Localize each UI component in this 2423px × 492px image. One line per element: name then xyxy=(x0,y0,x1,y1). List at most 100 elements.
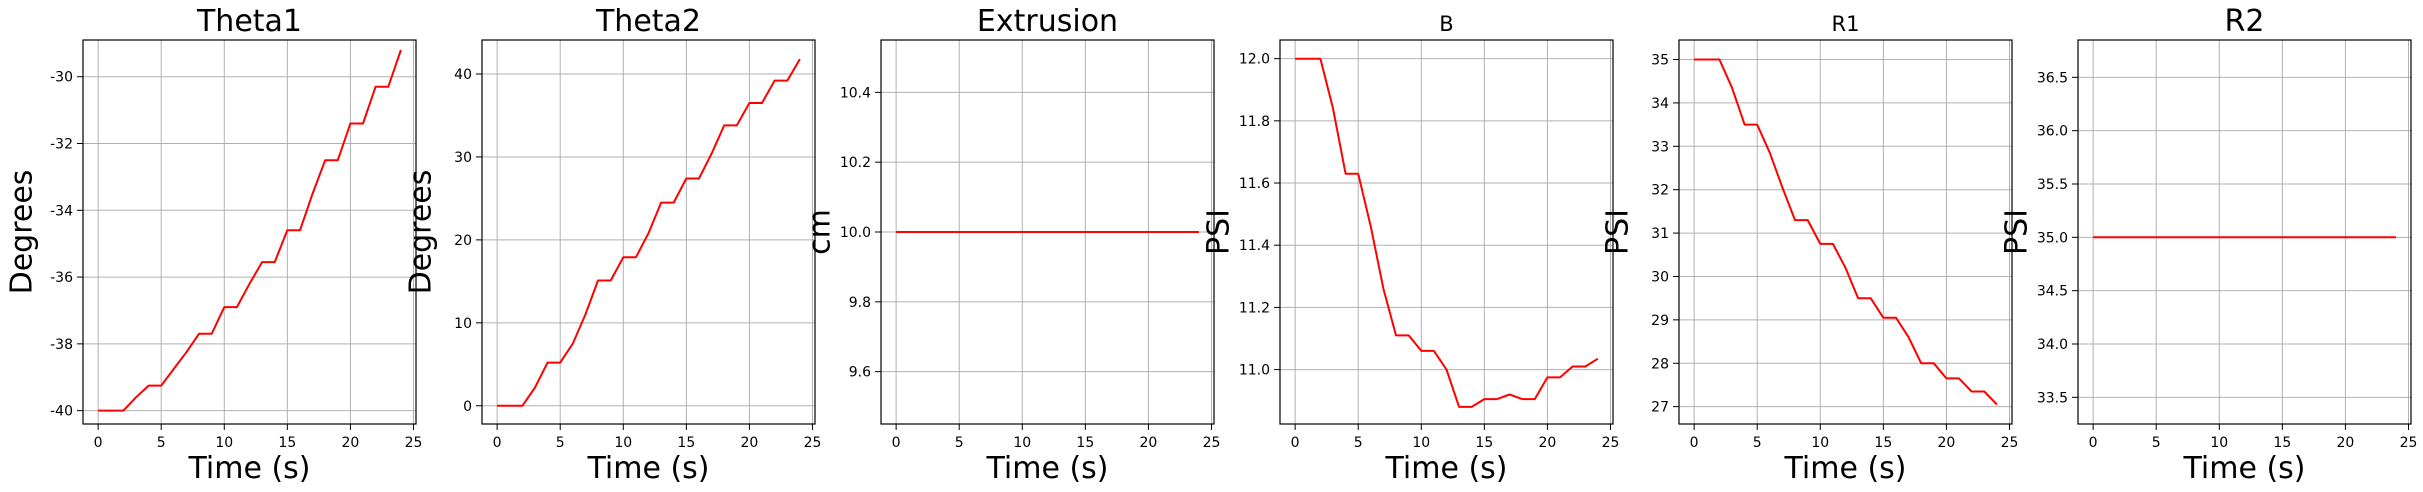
y-axis-label: PSI xyxy=(1601,209,1636,255)
axes-frame xyxy=(2077,39,2412,425)
x-tick-label: 15 xyxy=(1874,435,1892,451)
x-tick-label: 10 xyxy=(1013,435,1031,451)
y-tick-label: 34.5 xyxy=(2037,284,2068,300)
y-axis-label: Degrees xyxy=(404,170,439,295)
x-tick-label: 25 xyxy=(804,435,822,451)
y-tick-label: 30 xyxy=(454,150,472,166)
subplot-5: 0 5 10 15 20 25 27 28 29 30 31 32 33 34 35 R1 Time (s) PS… xyxy=(1601,12,2019,486)
subplot-6: 0 5 10 15 20 25 33.5 34.0 34.5 35.0 35.5 36.0 36.5 R2… xyxy=(2000,4,2418,486)
y-tick-label: 33.5 xyxy=(2037,390,2068,406)
y-tick-label: 32 xyxy=(1651,183,1669,199)
subplot-2: 0 5 10 15 20 25 0 10 20 30 40 Theta2 Time (s) Degrees xyxy=(404,4,822,486)
x-tick-label: 25 xyxy=(1203,435,1221,451)
x-tick-label: 5 xyxy=(157,435,166,451)
y-tick-label: 35.5 xyxy=(2037,177,2068,193)
y-tick-label: 11.8 xyxy=(1239,114,1270,130)
x-tick-label: 25 xyxy=(1602,435,1620,451)
x-tick-label: 0 xyxy=(1291,435,1300,451)
x-tick-label: 5 xyxy=(2152,435,2161,451)
y-tick-label: 10.0 xyxy=(840,225,871,241)
y-axis-label: PSI xyxy=(2000,209,2035,255)
x-tick-label: 5 xyxy=(1354,435,1363,451)
chart-title: Extrusion xyxy=(977,4,1118,39)
y-tick-label: 33 xyxy=(1651,139,1669,155)
x-tick-label: 0 xyxy=(1690,435,1699,451)
x-axis-label: Time (s) xyxy=(1784,451,1907,486)
axes-frame xyxy=(880,39,1215,425)
y-tick-label: 11.2 xyxy=(1239,300,1270,316)
x-axis-label: Time (s) xyxy=(1385,451,1508,486)
y-tick-label: -30 xyxy=(50,70,73,86)
x-tick-label: 20 xyxy=(2336,435,2354,451)
x-tick-label: 15 xyxy=(1475,435,1493,451)
x-tick-label: 20 xyxy=(1937,435,1955,451)
y-tick-label: 36.0 xyxy=(2037,124,2068,140)
axes-frame xyxy=(1678,39,2013,425)
y-tick-label: 0 xyxy=(463,399,472,415)
y-tick-label: 11.6 xyxy=(1239,176,1270,192)
x-tick-label: 10 xyxy=(614,435,632,451)
y-tick-label: 10 xyxy=(454,316,472,332)
y-tick-label: 34.0 xyxy=(2037,337,2068,353)
x-axis-label: Time (s) xyxy=(587,451,710,486)
subplot-3: 0 5 10 15 20 25 9.6 9.8 10.0 10.2 10.4 Extrusion Tim… xyxy=(803,4,1221,486)
x-tick-label: 10 xyxy=(1811,435,1829,451)
y-tick-label: -40 xyxy=(50,404,73,420)
chart-title: B xyxy=(1439,12,1453,36)
y-tick-label: -32 xyxy=(50,137,73,153)
y-tick-label: 12.0 xyxy=(1239,52,1270,68)
y-axis-label: PSI xyxy=(1202,209,1237,255)
y-tick-label: 40 xyxy=(454,67,472,83)
subplot-1: 0 5 10 15 20 25 -40 -38 -36 -34 -32 -30 Theta1 Time (… xyxy=(5,4,423,486)
x-tick-label: 10 xyxy=(215,435,233,451)
x-tick-label: 20 xyxy=(1139,435,1157,451)
y-tick-label: 10.4 xyxy=(840,85,871,101)
chart-title: Theta1 xyxy=(196,4,302,39)
x-axis-label: Time (s) xyxy=(188,451,311,486)
series-line xyxy=(1694,58,1998,406)
y-tick-label: -38 xyxy=(50,337,73,353)
series-line xyxy=(497,58,801,407)
axes-frame xyxy=(481,39,816,425)
y-tick-label: 10.2 xyxy=(840,155,871,171)
x-tick-label: 15 xyxy=(677,435,695,451)
x-tick-label: 5 xyxy=(1753,435,1762,451)
x-tick-label: 0 xyxy=(2089,435,2098,451)
y-tick-label: -34 xyxy=(50,203,73,219)
series-line xyxy=(98,49,402,412)
y-tick-label: 20 xyxy=(454,233,472,249)
x-tick-label: 25 xyxy=(2400,435,2418,451)
y-tick-label: 29 xyxy=(1651,313,1669,329)
x-axis-label: Time (s) xyxy=(2183,451,2306,486)
x-tick-label: 0 xyxy=(493,435,502,451)
x-tick-label: 25 xyxy=(2001,435,2019,451)
y-tick-label: 28 xyxy=(1651,356,1669,372)
x-tick-label: 0 xyxy=(892,435,901,451)
x-tick-label: 15 xyxy=(2273,435,2291,451)
x-tick-label: 20 xyxy=(740,435,758,451)
y-tick-label: 31 xyxy=(1651,226,1669,242)
y-tick-label: 9.8 xyxy=(849,295,871,311)
x-axis-label: Time (s) xyxy=(986,451,1109,486)
y-tick-label: 36.5 xyxy=(2037,70,2068,86)
y-tick-label: -36 xyxy=(50,270,73,286)
y-tick-label: 35 xyxy=(1651,53,1669,69)
y-tick-label: 30 xyxy=(1651,269,1669,285)
x-tick-label: 20 xyxy=(341,435,359,451)
x-tick-label: 20 xyxy=(1538,435,1556,451)
y-tick-label: 11.0 xyxy=(1239,363,1270,379)
x-tick-label: 5 xyxy=(556,435,565,451)
y-axis-label: Degrees xyxy=(5,170,40,295)
x-tick-label: 5 xyxy=(955,435,964,451)
y-axis-label: cm xyxy=(803,209,838,255)
y-tick-label: 34 xyxy=(1651,96,1669,112)
y-tick-label: 35.0 xyxy=(2037,230,2068,246)
chart-title: R2 xyxy=(2225,4,2265,39)
x-tick-label: 25 xyxy=(405,435,423,451)
x-tick-label: 10 xyxy=(2210,435,2228,451)
series-line xyxy=(1295,57,1599,408)
y-tick-label: 9.6 xyxy=(849,365,871,381)
axes-frame xyxy=(82,39,417,425)
chart-title: Theta2 xyxy=(595,4,701,39)
